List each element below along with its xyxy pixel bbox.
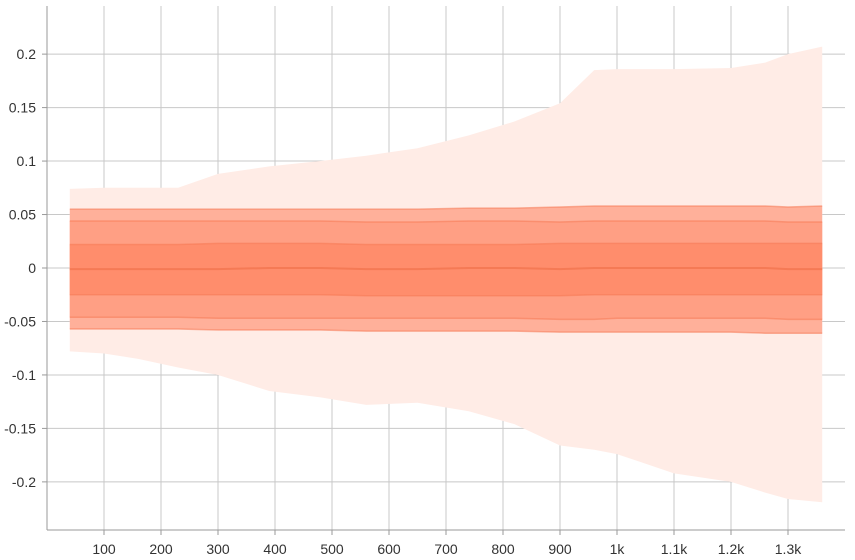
x-tick-label: 500 (320, 541, 344, 557)
x-tick-label: 600 (377, 541, 401, 557)
y-tick-label: 0 (28, 260, 36, 276)
x-tick-label: 1.1k (661, 541, 688, 557)
x-tick-label: 1k (610, 541, 626, 557)
band-3-upper-line (69, 220, 823, 223)
y-tick-label: -0.15 (4, 420, 36, 436)
median-series (69, 267, 823, 271)
y-tick-label: -0.05 (4, 313, 36, 329)
chart-axes (42, 6, 845, 535)
x-tick-label: 800 (491, 541, 515, 557)
x-tick-label: 300 (206, 541, 230, 557)
y-tick-label: -0.1 (12, 367, 36, 383)
band-2-lower-line (69, 328, 823, 334)
y-tick-labels: 0.2 0.15 0.1 0.05 0 -0.05 -0.1 -0.15 -0.2 (4, 46, 36, 490)
distribution-band-4 (69, 243, 823, 296)
y-tick-label: 0.1 (17, 153, 37, 169)
y-tick-label: 0.05 (9, 207, 36, 223)
x-tick-label: 1.3k (775, 541, 802, 557)
band-2-upper-line (69, 205, 823, 210)
y-tick-label: 0.2 (17, 46, 37, 62)
band-4-lower-line (69, 293, 823, 297)
band-4-upper-line (69, 242, 823, 246)
x-tick-label: 900 (548, 541, 572, 557)
median-line (69, 267, 823, 271)
distribution-bands (69, 46, 823, 503)
x-tick-label: 200 (149, 541, 173, 557)
x-tick-label: 100 (92, 541, 116, 557)
x-tick-label: 400 (263, 541, 287, 557)
band-3-lower-line (69, 316, 823, 321)
y-tick-label: -0.2 (12, 474, 36, 490)
x-tick-label: 700 (434, 541, 458, 557)
x-tick-labels: 100 200 300 400 500 600 700 800 900 1k 1.1k 1.2k 1.3… (92, 541, 802, 557)
y-tick-label: 0.15 (9, 100, 36, 116)
x-tick-label: 1.2k (718, 541, 745, 557)
